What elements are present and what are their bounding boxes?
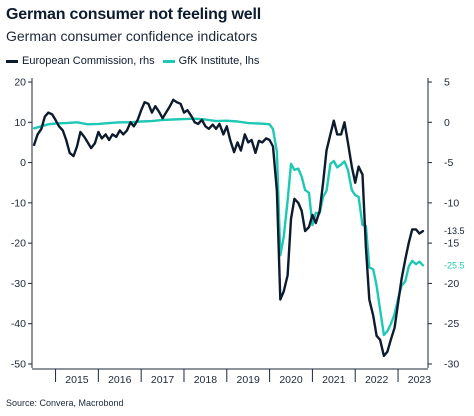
- left-tick-label: -40: [11, 318, 26, 330]
- x-tick-label: 2020: [279, 374, 303, 386]
- right-tick-label: -30: [444, 358, 459, 370]
- legend-label-ec: European Commission, rhs: [22, 55, 155, 67]
- right-tick-label: 5: [444, 77, 450, 89]
- source-note: Source: Convera, Macrobond: [6, 398, 124, 408]
- legend: European Commission, rhs GfK Institute, …: [6, 55, 267, 67]
- left-tick-label: 0: [20, 157, 26, 169]
- chart-subtitle: German consumer confidence indicators: [6, 28, 258, 44]
- x-tick-label: 2022: [365, 374, 389, 386]
- right-tick-label: -5: [444, 157, 453, 169]
- series-line-gfk-institute: [32, 117, 425, 337]
- end-label-european-commission: -13.5: [444, 226, 465, 236]
- left-tick-label: -10: [11, 197, 26, 209]
- end-label-gfk-institute: -25.5: [444, 260, 465, 270]
- x-tick-label: 2017: [151, 374, 175, 386]
- x-tick-label: 2021: [322, 374, 346, 386]
- left-tick-label: -50: [11, 358, 26, 370]
- x-tick-label: 2015: [65, 374, 89, 386]
- x-tick-label: 2023: [408, 374, 432, 386]
- legend-item-gfk: GfK Institute, lhs: [162, 55, 260, 67]
- left-tick-label: -20: [11, 238, 26, 250]
- x-tick-label: 2019: [237, 374, 261, 386]
- chart-title: German consumer not feeling well: [6, 6, 261, 23]
- right-tick-label: -20: [444, 278, 459, 290]
- legend-swatch-ec: [6, 59, 18, 63]
- x-tick-label: 2018: [194, 374, 218, 386]
- series-line-european-commission: [32, 98, 425, 358]
- x-tick-label: 2016: [108, 374, 132, 386]
- right-tick-label: -25: [444, 318, 459, 330]
- left-tick-label: 10: [14, 117, 26, 129]
- legend-swatch-gfk: [162, 59, 175, 63]
- right-tick-label: -15: [444, 238, 459, 250]
- legend-item-ec: European Commission, rhs: [6, 55, 155, 67]
- legend-label-gfk: GfK Institute, lhs: [178, 55, 260, 67]
- right-tick-label: 0: [444, 117, 450, 129]
- left-tick-label: 20: [14, 77, 26, 89]
- right-tick-label: -10: [444, 197, 459, 209]
- left-tick-label: -30: [11, 278, 26, 290]
